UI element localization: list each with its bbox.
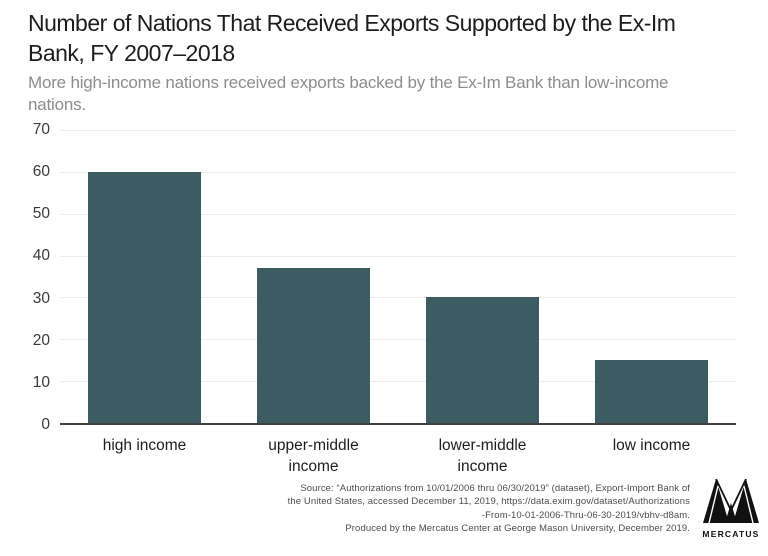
gridline [60, 213, 736, 215]
x-tick-label: upper-middle income [268, 437, 359, 475]
bar-chart: 70 60 50 40 30 20 10 0 high income upper-middle … [0, 121, 768, 477]
gridline [60, 171, 736, 173]
source-line: -From-10-01-2006-Thru-06-30-2019/vbhv-d8… [481, 509, 690, 521]
y-tick-label: 40 [32, 247, 50, 265]
bar-slot [60, 130, 229, 423]
gridline [60, 339, 736, 341]
gridline [60, 130, 736, 131]
bar-3 [426, 297, 539, 423]
x-axis-labels: high income upper-middle income lower-midd… [60, 435, 736, 477]
y-tick-label: 10 [32, 373, 50, 391]
footer: Source: “Authorizations from 10/01/2006 … [0, 478, 768, 539]
source-line: Produced by the Mercatus Center at Georg… [345, 523, 690, 535]
bar-slot [567, 130, 736, 423]
bar-slot [398, 130, 567, 423]
chart-title: Number of Nations That Received Exports … [28, 10, 676, 66]
x-tick-label: low income [612, 437, 691, 454]
y-tick-label: 30 [32, 289, 50, 307]
mercatus-logo-wordmark: MERCATUS [702, 529, 760, 539]
mercatus-logo: MERCATUS [699, 478, 763, 539]
bar-4 [595, 360, 708, 423]
gridline [60, 381, 736, 383]
source-note: Source: “Authorizations from 10/01/2006 … [288, 479, 690, 536]
y-axis-labels: 70 60 50 40 30 20 10 0 [20, 121, 50, 433]
y-tick-label: 50 [32, 205, 50, 223]
gridline [60, 255, 736, 257]
source-line: Source: “Authorizations from 10/01/2006 … [300, 483, 690, 494]
bar-slot [229, 130, 398, 423]
y-tick-label: 70 [32, 121, 50, 138]
x-tick-label: high income [102, 437, 187, 454]
source-line: the United States, accessed December 11,… [287, 496, 690, 508]
y-tick-label: 20 [32, 331, 50, 349]
y-tick-label: 60 [32, 163, 50, 181]
y-tick-label: 0 [41, 416, 50, 433]
gridline [60, 297, 736, 299]
chart-subtitle: More high-income nations received export… [28, 73, 669, 114]
mercatus-logo-mark-icon [703, 478, 759, 528]
plot-area [60, 130, 736, 425]
bar-1 [88, 171, 201, 423]
x-tick-label: lower-middle income [438, 437, 527, 475]
bar-2 [257, 268, 370, 423]
